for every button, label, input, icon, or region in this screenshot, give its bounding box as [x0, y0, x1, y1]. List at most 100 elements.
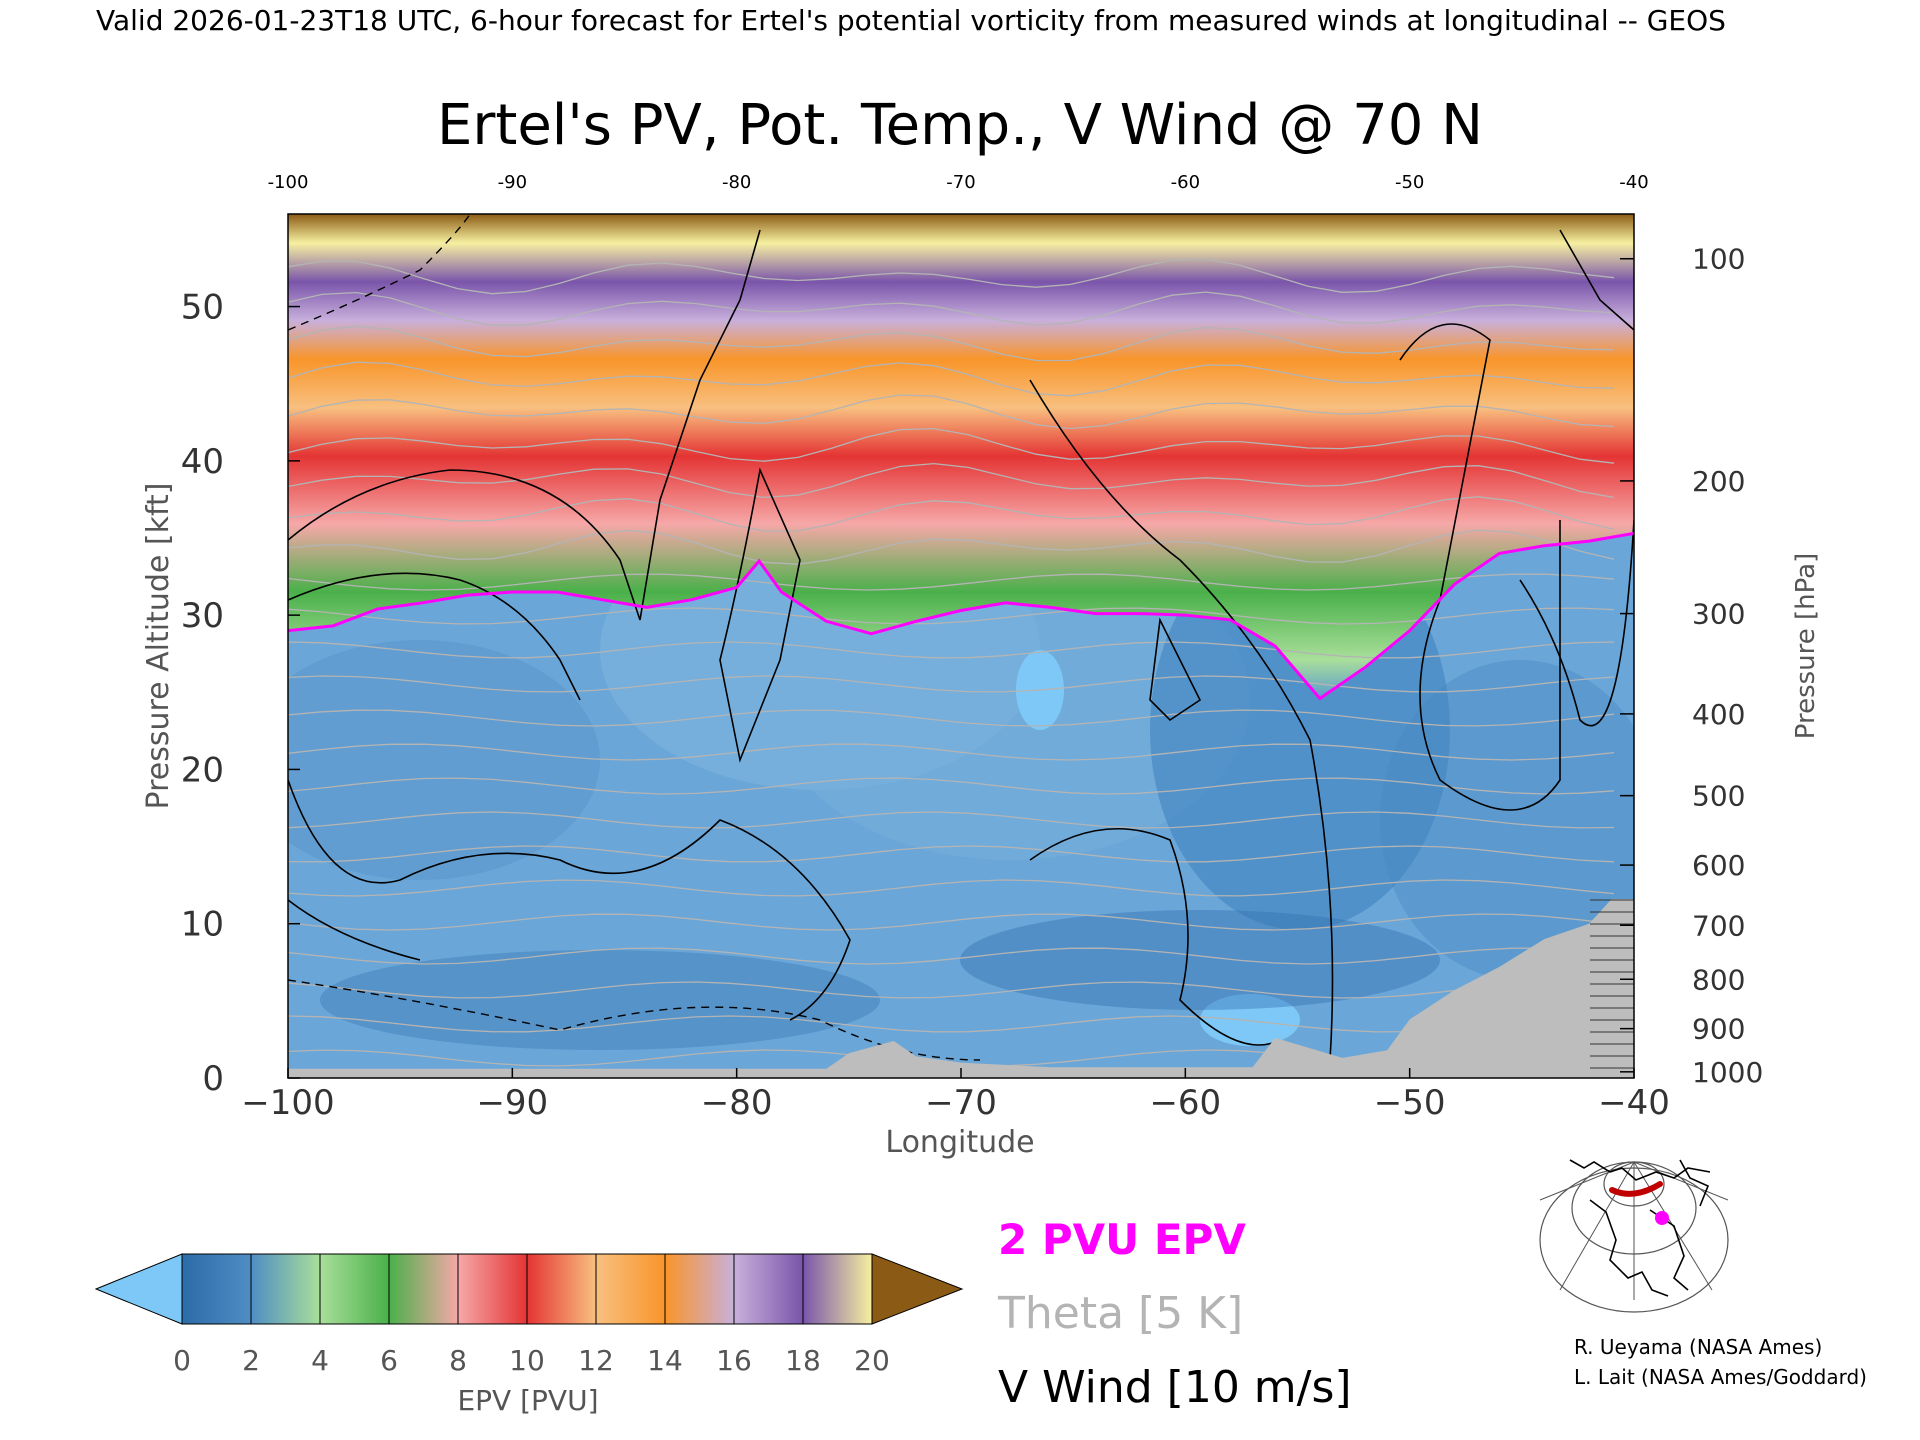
y-tick-left: 50 — [181, 288, 224, 328]
y-tick-right: 500 — [1692, 780, 1745, 813]
y-tick-right: 100 — [1692, 243, 1745, 276]
theta-contour-12 — [288, 641, 1615, 659]
theta-contour-13 — [288, 607, 1615, 625]
x-tick-top: -90 — [498, 172, 527, 193]
y-tick-right: 600 — [1692, 849, 1745, 882]
colorbar-label: EPV [PVU] — [457, 1384, 598, 1417]
y-tick-left: 10 — [181, 905, 224, 945]
x-tick-bottom: −50 — [1374, 1083, 1446, 1123]
stratosphere-field — [288, 214, 1634, 699]
theta-contour-7 — [288, 811, 1615, 829]
theta-contours — [288, 258, 1615, 1067]
x-tick-bottom: −40 — [1598, 1083, 1670, 1123]
map-section-line — [1609, 1181, 1663, 1197]
x-tick-top: -40 — [1619, 172, 1648, 193]
theta-contour-3 — [288, 947, 1615, 965]
colorbar-segment — [457, 1253, 528, 1325]
y-axis-right-label: Pressure [hPa] — [1791, 553, 1821, 740]
map-coastlines — [1569, 1159, 1711, 1297]
colorbar-under-arrow — [94, 1253, 183, 1325]
colorbar-segment — [250, 1253, 321, 1325]
credit-line-1: R. Ueyama (NASA Ames) — [1574, 1335, 1822, 1359]
y-tick-right: 300 — [1692, 598, 1745, 631]
credit-line-2: L. Lait (NASA Ames/Goddard) — [1574, 1365, 1867, 1389]
theta-contour-9 — [288, 743, 1615, 761]
colorbar-segment — [664, 1253, 735, 1325]
colorbar: 0 2 4 6 8 10 12 14 16 18 20 — [94, 1253, 964, 1377]
valid-time-line: Valid 2026-01-23T18 UTC, 6-hour forecast… — [96, 4, 1726, 37]
theta-contour-16 — [288, 496, 1615, 532]
colorbar-tick: 4 — [311, 1344, 329, 1377]
theta-contour-10 — [288, 709, 1615, 727]
v-wind-contour-2 — [719, 467, 801, 763]
v-wind-contour-7 — [1399, 323, 1561, 811]
theta-contour-2 — [288, 981, 1615, 999]
x-tick-bottom: −90 — [476, 1083, 548, 1123]
colorbar-tick: 14 — [647, 1344, 683, 1377]
colorbar-tick: 8 — [449, 1344, 467, 1377]
theta-contour-18 — [288, 427, 1615, 464]
x-tick-top: -60 — [1171, 172, 1200, 193]
legend: 2 PVU EPV Theta [5 K] V Wind [10 m/s] — [997, 1215, 1352, 1413]
v-wind-contour-negative-upper — [288, 214, 471, 331]
plot-area — [287, 213, 1635, 1079]
v-wind-contour-9 — [1559, 229, 1634, 331]
y-tick-left: 0 — [202, 1059, 224, 1099]
shade-region-7 — [320, 950, 880, 1050]
v-wind-contour-4 — [1029, 379, 1334, 1061]
shade-region-4 — [1380, 660, 1634, 980]
y-tick-right: 200 — [1692, 465, 1745, 498]
y-axis-left: 0 10 20 30 40 50 — [181, 288, 300, 1099]
x-tick-bottom: −80 — [701, 1083, 773, 1123]
colorbar-tick: 18 — [785, 1344, 821, 1377]
x-axis-label: Longitude — [885, 1125, 1034, 1160]
colorbar-tick: 10 — [509, 1344, 545, 1377]
colorbar-tick: 2 — [242, 1344, 260, 1377]
colorbar-segment — [733, 1253, 804, 1325]
y-tick-left: 30 — [181, 596, 224, 636]
y-tick-left: 20 — [181, 750, 224, 790]
theta-contour-22 — [288, 291, 1615, 327]
theta-contour-1 — [288, 1015, 1615, 1033]
v-wind-contour-0 — [288, 229, 761, 621]
colorbar-segment — [388, 1253, 459, 1325]
theta-contour-8 — [288, 777, 1615, 795]
theta-contour-17 — [288, 462, 1615, 499]
x-tick-top: -50 — [1395, 172, 1424, 193]
y-tick-right: 400 — [1692, 698, 1745, 731]
colorbar-tick: 0 — [173, 1344, 191, 1377]
colorbar-tick: 12 — [578, 1344, 614, 1377]
shade-region-6 — [1200, 994, 1300, 1046]
colorbar-tick: 6 — [380, 1344, 398, 1377]
theta-contour-6 — [288, 845, 1615, 863]
theta-contour-21 — [288, 325, 1615, 362]
x-tick-top: -100 — [268, 172, 309, 193]
map-location-dot — [1655, 1211, 1669, 1225]
x-axis-top: -100 -90 -80 -70 -60 -50 -40 — [268, 172, 1649, 193]
theta-contour-4 — [288, 913, 1615, 931]
x-tick-bottom: −70 — [925, 1083, 997, 1123]
shade-region-0 — [288, 640, 600, 880]
legend-epv: 2 PVU EPV — [998, 1215, 1246, 1264]
colorbar-segment — [526, 1253, 597, 1325]
colorbar-tick: 20 — [854, 1344, 890, 1377]
legend-v-wind: V Wind [10 m/s] — [998, 1362, 1352, 1413]
x-axis-bottom: −100 −90 −80 −70 −60 −50 −40 — [241, 1068, 1670, 1123]
colorbar-segment — [319, 1253, 390, 1325]
y-tick-right: 700 — [1692, 909, 1745, 942]
x-tick-bottom: −100 — [241, 1083, 334, 1123]
theta-contour-20 — [288, 361, 1615, 397]
y-axis-right: 100 200 300 400 500 600 700 800 900 1000 — [1620, 243, 1763, 1089]
v-wind-contour-5 — [1149, 617, 1202, 722]
y-tick-left: 40 — [181, 442, 224, 482]
theta-contour-23 — [288, 258, 1615, 295]
y-tick-right: 800 — [1692, 963, 1745, 996]
shade-region-8 — [960, 910, 1440, 1010]
colorbar-segment — [802, 1253, 873, 1325]
v-wind-contour-10 — [288, 899, 421, 961]
colorbar-segment — [595, 1253, 666, 1325]
terrain-mask — [288, 899, 1634, 1078]
colorbar-over-arrow — [871, 1253, 964, 1325]
x-tick-top: -70 — [946, 172, 975, 193]
colorbar-tick: 16 — [716, 1344, 752, 1377]
